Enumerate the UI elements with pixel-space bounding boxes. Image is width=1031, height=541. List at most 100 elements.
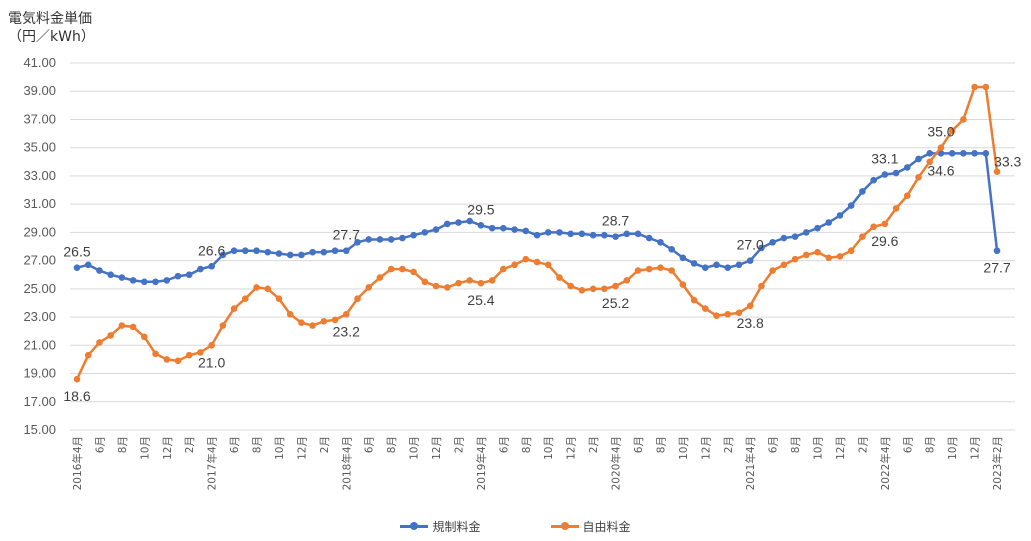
y-tick-label: 33.00 xyxy=(23,168,56,183)
data-point xyxy=(152,350,159,358)
data-point xyxy=(320,248,328,256)
data-point xyxy=(410,231,417,239)
data-label: 26.6 xyxy=(198,242,225,258)
legend-item-liberalized[interactable]: 自由料金 xyxy=(550,518,631,535)
data-point xyxy=(230,305,238,312)
data-point xyxy=(758,244,765,252)
data-point xyxy=(657,238,664,246)
data-point xyxy=(915,174,922,181)
data-point xyxy=(309,322,316,329)
data-point xyxy=(399,265,406,273)
data-point xyxy=(84,351,92,359)
data-point xyxy=(488,224,496,232)
data-point xyxy=(780,261,788,269)
x-tick-label: 2017年4月 xyxy=(206,436,219,490)
data-point xyxy=(253,284,260,291)
data-point xyxy=(163,277,171,284)
legend-swatch xyxy=(400,522,429,530)
data-point xyxy=(634,230,642,238)
legend-item-regulated[interactable]: 規制料金 xyxy=(400,518,481,535)
data-point xyxy=(219,251,227,259)
x-tick-label: 8月 xyxy=(925,436,937,453)
data-point xyxy=(309,248,316,256)
x-tick-label: 12月 xyxy=(162,436,174,460)
data-point xyxy=(298,319,305,327)
data-label: 29.6 xyxy=(871,233,898,249)
data-point xyxy=(746,302,754,310)
data-point xyxy=(219,322,227,329)
data-point xyxy=(836,253,844,260)
data-point xyxy=(174,272,182,280)
x-tick-label: 6月 xyxy=(768,436,780,453)
x-tick-label: 8月 xyxy=(386,436,398,453)
data-point xyxy=(803,251,810,259)
x-tick-label: 6月 xyxy=(229,436,241,453)
data-label: 25.2 xyxy=(602,295,629,311)
data-point xyxy=(185,271,193,279)
data-point xyxy=(466,217,474,225)
data-point xyxy=(713,312,720,319)
data-point xyxy=(533,231,541,239)
data-point xyxy=(769,267,776,274)
data-point xyxy=(197,349,204,356)
data-point xyxy=(679,281,687,288)
x-tick-label: 6月 xyxy=(94,436,106,453)
data-point xyxy=(163,356,171,363)
data-point xyxy=(365,236,373,243)
data-point xyxy=(915,155,922,163)
data-label: 33.3 xyxy=(994,154,1021,170)
data-point xyxy=(443,284,451,291)
x-tick-label: 2月 xyxy=(453,436,465,453)
x-tick-label: 2020年4月 xyxy=(610,436,623,490)
data-point xyxy=(690,296,698,304)
data-point xyxy=(589,285,597,293)
x-tick-label: 10月 xyxy=(678,436,690,460)
data-point xyxy=(623,277,631,284)
data-point xyxy=(141,333,148,341)
data-point xyxy=(847,247,855,255)
x-tick-label: 6月 xyxy=(498,436,510,453)
x-tick-label: 10月 xyxy=(409,436,421,460)
data-point xyxy=(242,295,249,303)
data-point xyxy=(152,278,159,286)
data-point xyxy=(376,236,384,243)
data-point xyxy=(993,168,1001,175)
data-point xyxy=(129,323,137,331)
data-point xyxy=(567,282,574,290)
data-point xyxy=(791,233,799,240)
data-point xyxy=(387,236,395,243)
data-point xyxy=(376,274,384,281)
data-point xyxy=(286,310,294,318)
data-point xyxy=(84,261,92,269)
data-point xyxy=(702,264,709,271)
data-point xyxy=(331,316,339,324)
y-tick-label: 15.00 xyxy=(23,422,56,437)
y-tick-label: 37.00 xyxy=(23,111,56,126)
data-point xyxy=(702,305,709,312)
data-point xyxy=(320,318,328,325)
data-point xyxy=(724,264,732,271)
data-point xyxy=(825,254,833,262)
x-tick-label: 12月 xyxy=(970,436,982,460)
x-tick-label: 10月 xyxy=(139,436,151,460)
data-label: 23.2 xyxy=(333,323,360,339)
y-tick-label: 41.00 xyxy=(23,55,56,70)
data-point xyxy=(870,223,877,231)
data-point xyxy=(107,271,114,279)
data-point xyxy=(971,83,978,91)
x-tick-label: 10月 xyxy=(947,436,959,460)
x-tick-label: 2019年4月 xyxy=(475,436,488,490)
data-point xyxy=(354,238,361,246)
data-point xyxy=(208,262,215,270)
data-point xyxy=(185,351,193,359)
data-point xyxy=(713,261,720,269)
data-point xyxy=(399,234,406,242)
data-point xyxy=(96,339,103,346)
data-point xyxy=(286,251,294,259)
x-tick-label: 2月 xyxy=(723,436,735,453)
data-point xyxy=(645,265,653,273)
data-point xyxy=(971,150,978,157)
data-point xyxy=(847,202,855,209)
data-point xyxy=(601,231,608,239)
data-point xyxy=(948,150,956,157)
